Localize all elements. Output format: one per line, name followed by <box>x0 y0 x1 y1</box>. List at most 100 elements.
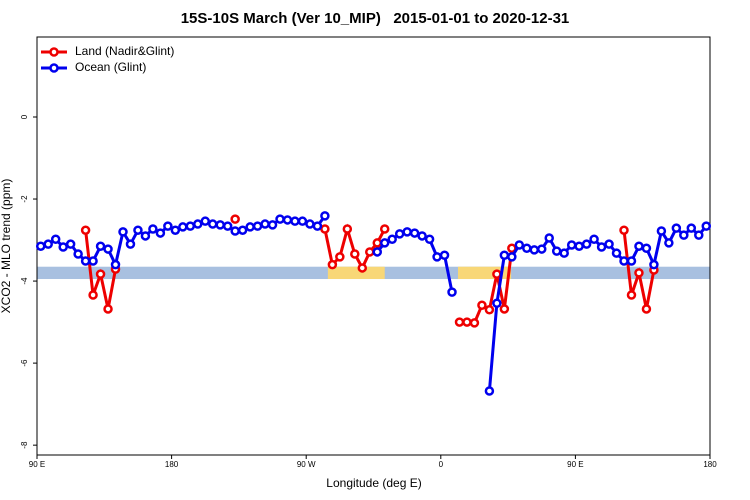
point <box>342 224 353 234</box>
point <box>626 256 637 266</box>
point <box>103 304 113 314</box>
point <box>432 252 442 262</box>
point <box>222 221 233 231</box>
point <box>163 221 173 231</box>
point <box>462 317 472 327</box>
point <box>237 225 248 235</box>
point <box>499 304 510 314</box>
point <box>409 228 420 238</box>
point <box>379 224 390 234</box>
point <box>178 222 188 232</box>
point <box>372 247 382 257</box>
point <box>447 287 457 297</box>
point <box>320 224 330 234</box>
point <box>148 224 158 234</box>
point <box>275 214 285 224</box>
point <box>641 243 652 254</box>
point <box>327 259 338 270</box>
point <box>656 226 667 236</box>
point <box>58 242 68 252</box>
point <box>686 223 697 233</box>
point <box>230 226 240 236</box>
x-tick-label: 0 <box>439 460 444 469</box>
point <box>551 246 562 256</box>
point <box>679 230 689 240</box>
point <box>394 229 405 239</box>
point <box>514 240 525 250</box>
point <box>537 244 547 254</box>
point <box>492 269 502 279</box>
point <box>305 219 315 229</box>
point <box>193 219 203 229</box>
point <box>424 234 435 244</box>
point <box>95 269 106 279</box>
point <box>507 252 517 262</box>
point <box>372 238 382 248</box>
point <box>664 238 674 248</box>
point <box>454 317 465 327</box>
x-tick-label: 180 <box>165 460 179 469</box>
point <box>312 221 323 231</box>
point <box>619 225 629 235</box>
point <box>252 221 263 231</box>
point <box>155 228 166 238</box>
point <box>267 220 278 230</box>
point <box>125 239 136 249</box>
y-tick-label: -6 <box>20 359 29 367</box>
point <box>641 304 652 314</box>
band-highlight <box>327 266 385 280</box>
point <box>365 247 375 257</box>
legend-marker <box>49 63 59 73</box>
point <box>529 245 540 255</box>
point <box>581 239 592 249</box>
point <box>566 240 577 250</box>
point <box>604 239 614 249</box>
point <box>133 225 143 235</box>
y-tick-label: 0 <box>20 114 29 119</box>
point <box>544 233 554 243</box>
point <box>80 225 91 235</box>
point <box>626 290 637 300</box>
x-tick-label: 90 E <box>29 460 45 469</box>
y-tick-label: -2 <box>20 195 29 203</box>
point <box>694 230 704 240</box>
legend-label: Land (Nadir&Glint) <box>75 44 174 58</box>
point <box>649 259 659 270</box>
point <box>387 234 397 244</box>
x-axis-label: Longitude (deg E) <box>326 476 421 490</box>
point <box>596 242 607 252</box>
y-axis-label: XCO2 - MLO trend (ppm) <box>0 179 13 314</box>
point <box>402 227 412 237</box>
point <box>469 318 480 328</box>
point <box>477 300 487 311</box>
point <box>110 259 121 270</box>
point <box>379 238 390 248</box>
point <box>290 216 300 226</box>
y-tick-label: -4 <box>20 277 29 285</box>
point <box>207 219 218 229</box>
y-tick-label: -8 <box>20 441 29 449</box>
point <box>701 221 712 231</box>
point <box>484 305 495 315</box>
legend-marker <box>49 47 59 57</box>
point <box>484 386 495 396</box>
chart-title: 15S-10S March (Ver 10_MIP) 2015-01-01 to… <box>181 10 570 27</box>
point <box>357 263 368 273</box>
point <box>350 249 360 259</box>
point <box>185 221 196 231</box>
point <box>170 225 181 235</box>
point <box>245 222 255 232</box>
point <box>50 234 61 244</box>
point <box>634 268 644 278</box>
point <box>140 231 151 241</box>
point <box>589 234 599 244</box>
point <box>559 248 569 258</box>
point <box>282 215 293 225</box>
point <box>297 216 308 226</box>
point <box>65 239 76 249</box>
x-tick-label: 180 <box>703 460 717 469</box>
point <box>103 244 113 254</box>
point <box>88 256 98 266</box>
